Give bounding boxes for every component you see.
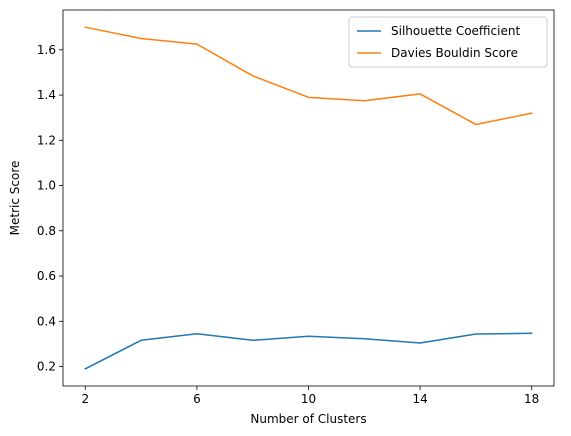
legend-label: Silhouette Coefficient <box>391 24 520 38</box>
series-layer <box>84 26 533 370</box>
legend-box <box>348 16 548 68</box>
legend-label: Davies Bouldin Score <box>391 46 518 60</box>
plot-frame <box>62 9 555 387</box>
y-tick-label: 1.4 <box>37 88 56 102</box>
x-tick-label: 18 <box>524 392 539 406</box>
y-tick-label: 1.0 <box>37 179 56 193</box>
y-axis-label: Metric Score <box>8 161 22 236</box>
y-axis-ticks: 0.2 0.4 0.6 0.8 1.0 1.2 1.4 1.6 <box>37 43 63 374</box>
x-tick-label: 10 <box>301 392 316 406</box>
y-tick-label: 1.6 <box>37 43 56 57</box>
y-tick-label: 0.4 <box>37 314 56 328</box>
legend: Silhouette Coefficient Davies Bouldin Sco… <box>348 16 548 68</box>
x-tick-label: 14 <box>412 392 427 406</box>
y-tick-label: 0.6 <box>37 269 56 283</box>
x-axis-label: Number of Clusters <box>250 412 366 426</box>
y-tick-label: 0.2 <box>37 360 56 374</box>
y-tick-label: 1.2 <box>37 133 56 147</box>
x-tick-label: 6 <box>193 392 201 406</box>
x-axis-ticks: 2 6 10 14 18 <box>81 386 539 406</box>
y-tick-label: 0.8 <box>37 224 56 238</box>
x-tick-label: 2 <box>81 392 89 406</box>
